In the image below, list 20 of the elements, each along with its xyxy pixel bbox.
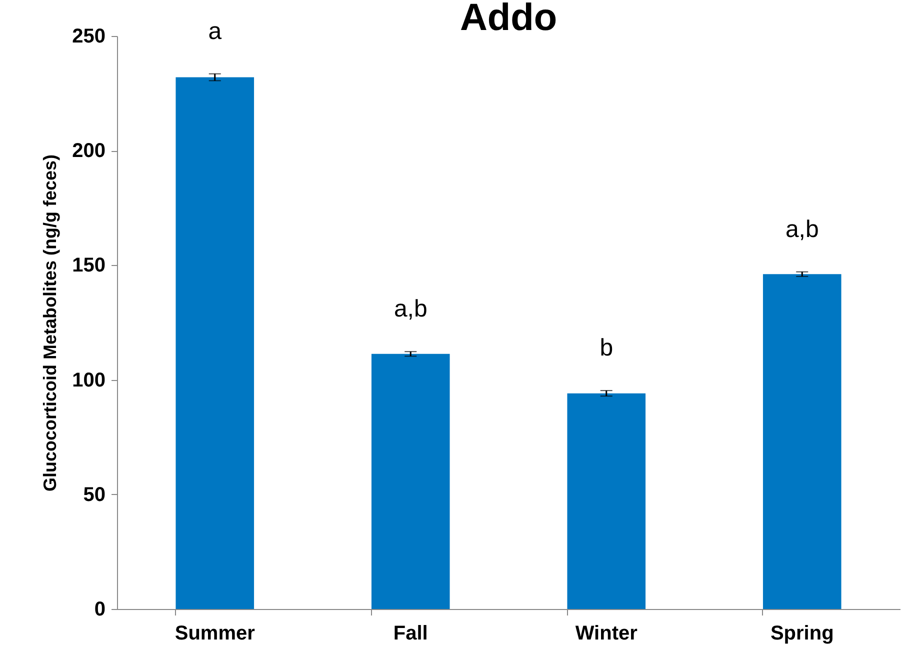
x-tick-label: Spring	[770, 622, 834, 644]
bar	[371, 354, 450, 609]
x-tick-label: Winter	[575, 622, 638, 644]
annotation: b	[600, 334, 614, 362]
annotation: a,b	[785, 216, 819, 243]
y-axis-title: Glucocorticoid Metabolites (ng/g feces)	[40, 154, 60, 492]
bar	[176, 77, 254, 609]
y-tick-label: 0	[94, 598, 106, 620]
bar	[762, 274, 842, 609]
x-tick-label: Fall	[393, 622, 428, 644]
y-tick-label: 100	[72, 369, 106, 392]
y-tick-label: 250	[72, 26, 106, 48]
y-tick-label: 200	[72, 140, 106, 162]
y-tick-label: 150	[72, 254, 106, 277]
annotation: a	[208, 18, 222, 45]
y-tick-label: 50	[83, 484, 106, 506]
annotation: a,b	[394, 296, 428, 323]
chart-title: Addo	[460, 0, 558, 39]
x-tick-label: Summer	[174, 622, 256, 644]
bar	[567, 393, 646, 609]
